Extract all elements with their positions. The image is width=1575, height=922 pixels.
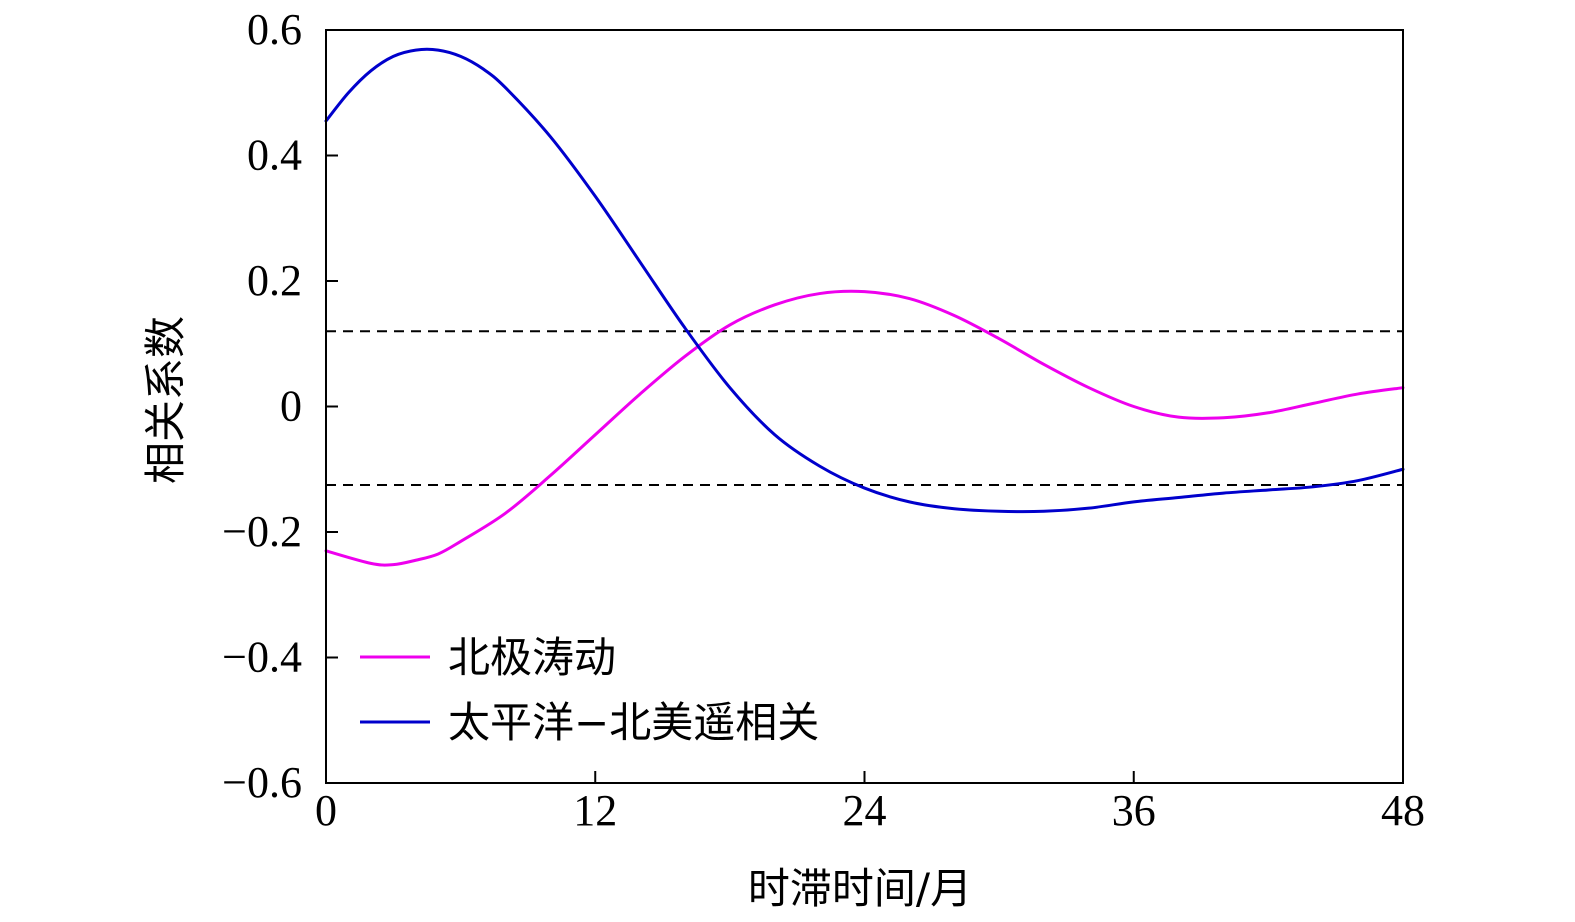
y-tick-label: −0.4 [222,633,302,682]
x-tick-label: 48 [1381,786,1425,835]
series-line-0 [324,289,1405,567]
y-tick-label: 0.4 [247,131,302,180]
x-tick-label: 24 [843,786,887,835]
y-axis-title: 相关系数 [141,316,190,484]
series-layer [324,47,1405,567]
x-axis-title: 时滞时间/月 [748,864,972,913]
reference-lines [326,330,1403,486]
axis-ticks [325,29,1404,784]
axis-tick-labels: 0 12 24 36 48 −0.6 −0.4 −0.2 0 0.2 0.4 0.6 [222,5,1425,835]
y-tick-label: −0.2 [222,507,302,556]
legend-label-1: 太平洋−北美遥相关 [448,698,819,747]
y-tick-label: 0.6 [247,5,302,54]
y-tick-label: 0.2 [247,256,302,305]
y-tick-label: 0 [280,382,302,431]
x-tick-label: 0 [315,786,337,835]
y-tick-label: −0.6 [222,758,302,807]
series-line-1 [324,47,1405,514]
x-tick-label: 36 [1112,786,1156,835]
legend-label-0: 北极涛动 [448,633,616,682]
x-tick-label: 12 [573,786,617,835]
